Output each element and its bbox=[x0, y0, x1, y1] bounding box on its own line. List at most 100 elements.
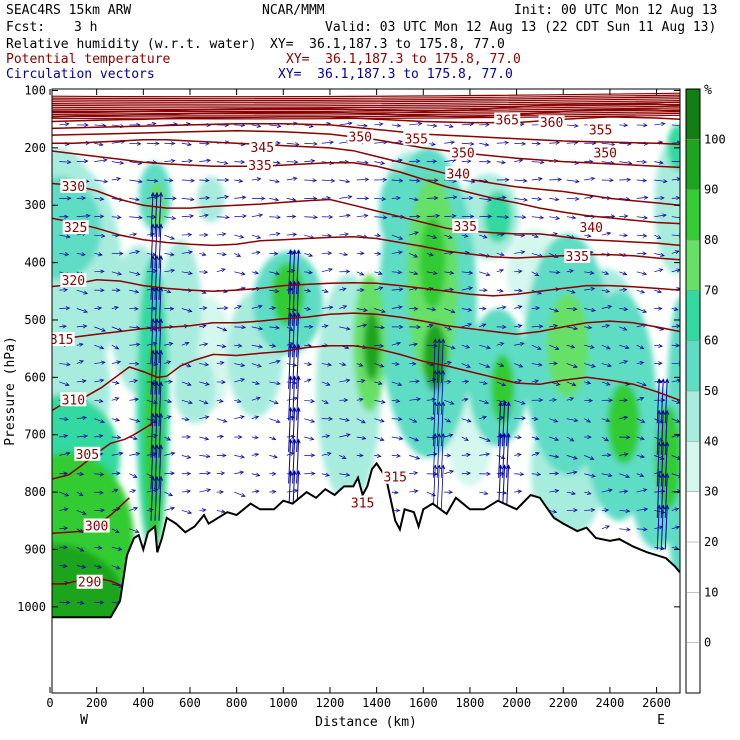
vector-head bbox=[99, 345, 105, 350]
vector-head bbox=[432, 123, 438, 128]
vector-head bbox=[204, 362, 210, 367]
vector-head bbox=[82, 379, 87, 384]
vector-shaft bbox=[199, 214, 209, 218]
vector-arrow-18 bbox=[59, 451, 71, 456]
vector-head bbox=[554, 489, 560, 494]
vector-head bbox=[609, 178, 614, 183]
vector-shaft bbox=[479, 198, 492, 201]
vector-head bbox=[502, 195, 507, 200]
theta-label-bg bbox=[60, 272, 87, 287]
vector-arrow-328 bbox=[304, 141, 318, 146]
vector-shaft bbox=[671, 197, 680, 199]
vector-shaft bbox=[461, 142, 474, 145]
vector-shaft bbox=[356, 308, 368, 311]
vector-arrow-440 bbox=[391, 398, 401, 403]
theta-label-10: 335 bbox=[452, 219, 479, 235]
vector-arrow-465 bbox=[409, 455, 421, 460]
vector-head bbox=[484, 142, 490, 147]
vector-arrow-579 bbox=[514, 250, 526, 255]
vector-arrow-161 bbox=[164, 252, 175, 257]
vector-arrow-240 bbox=[216, 471, 226, 476]
vector-head bbox=[606, 345, 611, 350]
vector-shaft bbox=[181, 308, 192, 312]
vector-arrow-476 bbox=[426, 271, 438, 276]
vector-arrow-638 bbox=[566, 179, 580, 184]
vector-arrow-443 bbox=[391, 453, 401, 458]
vector-shaft bbox=[339, 253, 348, 256]
vector-arrow-526 bbox=[461, 418, 472, 423]
vector-head bbox=[308, 252, 314, 257]
vector-head bbox=[484, 400, 490, 405]
vector-shaft bbox=[498, 402, 502, 447]
vector-arrow-787 bbox=[671, 399, 680, 404]
vector-head bbox=[114, 345, 120, 350]
vector-shaft bbox=[496, 342, 504, 346]
vector-shaft bbox=[321, 435, 330, 438]
vector-shaft bbox=[584, 288, 595, 291]
vector-head bbox=[416, 214, 421, 219]
vector-shaft bbox=[566, 344, 575, 348]
vector-head bbox=[394, 490, 399, 495]
vector-shaft bbox=[164, 179, 173, 181]
vector-head bbox=[446, 453, 452, 458]
theta-label-5: 320 bbox=[60, 272, 87, 289]
vector-head bbox=[660, 252, 665, 257]
vector-arrow-260 bbox=[234, 434, 243, 440]
theta-label-text: 335 bbox=[248, 159, 271, 174]
vector-shaft bbox=[636, 234, 647, 237]
vector-shaft bbox=[601, 473, 613, 477]
x-tick-label-800: 800 bbox=[226, 696, 248, 710]
vector-arrow-374 bbox=[339, 252, 349, 257]
vector-head bbox=[172, 196, 177, 201]
vector-arrow-63 bbox=[94, 288, 105, 293]
vector-arrow-233 bbox=[216, 344, 227, 349]
vector-head bbox=[187, 142, 192, 147]
vector-head bbox=[534, 379, 540, 384]
vector-arrow-547 bbox=[479, 436, 491, 442]
vector-arrow-603 bbox=[531, 306, 541, 311]
theta-label-bg bbox=[62, 220, 89, 235]
vector-head bbox=[517, 269, 523, 274]
vector-arrow-74 bbox=[94, 490, 104, 495]
vector-shaft bbox=[321, 268, 333, 273]
vector-head bbox=[360, 287, 365, 293]
vector-head bbox=[572, 306, 578, 312]
vector-arrow-50 bbox=[76, 546, 85, 552]
vector-head bbox=[201, 252, 207, 257]
vector-arrow-235 bbox=[216, 380, 226, 385]
vector-arrow-422 bbox=[374, 418, 385, 423]
vector-head bbox=[206, 471, 211, 476]
vector-arrow-109 bbox=[129, 141, 142, 146]
vector-arrow-784 bbox=[671, 343, 680, 348]
vector-arrow-610 bbox=[531, 436, 540, 441]
theta-contour-upper bbox=[52, 100, 680, 105]
theta-label-bg bbox=[449, 145, 476, 160]
vector-arrow-534 bbox=[479, 197, 493, 202]
vector-head bbox=[397, 382, 403, 387]
vector-shaft bbox=[269, 381, 281, 385]
vector-head bbox=[467, 323, 473, 328]
vector-shaft bbox=[288, 408, 292, 452]
vector-head bbox=[660, 546, 666, 551]
vector-shaft bbox=[409, 231, 419, 236]
vector-shaft bbox=[636, 362, 644, 364]
vector-arrow-515 bbox=[461, 214, 475, 219]
vector-shaft bbox=[234, 215, 247, 218]
vector-head bbox=[643, 527, 648, 532]
vector-shaft bbox=[444, 124, 454, 128]
vector-shaft bbox=[111, 546, 122, 551]
vector-arrow-384 bbox=[339, 433, 351, 438]
vector-head bbox=[84, 122, 89, 128]
vector-head bbox=[569, 397, 575, 402]
vector-arrow-592 bbox=[514, 489, 523, 494]
vector-head bbox=[255, 472, 261, 477]
vector-shaft bbox=[601, 418, 610, 422]
vector-head bbox=[65, 234, 71, 239]
vector-head bbox=[539, 160, 545, 165]
vector-arrow-84 bbox=[111, 177, 122, 182]
vector-arrow-218 bbox=[199, 471, 211, 476]
vector-shaft bbox=[409, 380, 420, 383]
vector-arrow-418 bbox=[374, 343, 385, 348]
vector-arrow-873 bbox=[506, 401, 511, 447]
vector-head bbox=[254, 270, 259, 275]
